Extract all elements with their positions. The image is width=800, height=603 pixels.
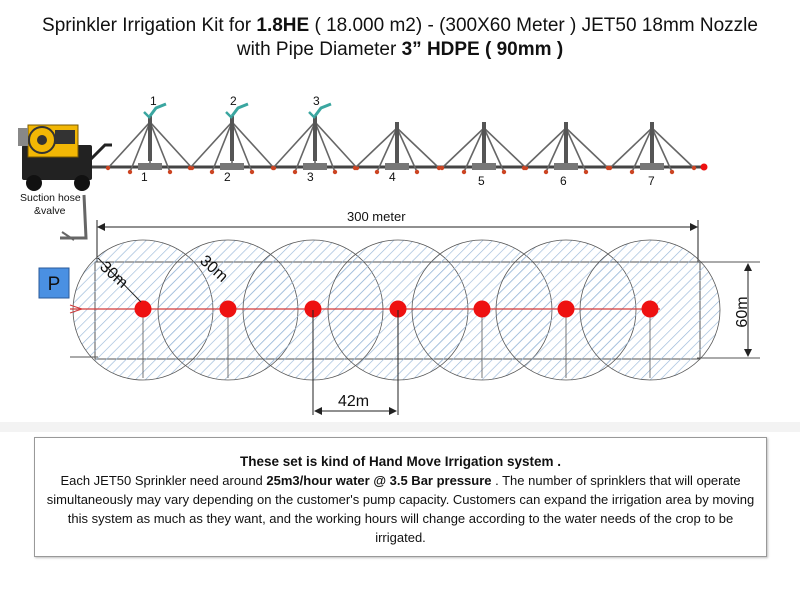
sprinkler-tower-icon-7 (607, 122, 697, 175)
bottom-number-6: 6 (560, 174, 567, 188)
title-line-2: with Pipe Diameter 3” HDPE ( 90mm ) (236, 39, 564, 60)
sprinkler-tower-icon-5 (439, 122, 529, 175)
bottom-number-4: 4 (389, 170, 396, 184)
top-number-1: 1 (150, 94, 157, 108)
top-number-3: 3 (313, 94, 320, 108)
pump-marker (38, 267, 70, 299)
sprinkler-dot-3 (304, 300, 322, 318)
sprinkler-tower-icon-3 (270, 102, 360, 175)
description-box: These set is kind of Hand Move Irrigatio… (34, 437, 767, 557)
sprinkler-dot-6 (557, 300, 575, 318)
title-line-1: Sprinkler Irrigation Kit for 1.8HE ( 18.… (42, 15, 758, 36)
sprinkler-tower-icon-2 (187, 102, 277, 175)
sprinkler-dot-5 (473, 300, 491, 318)
bottom-number-7: 7 (648, 174, 655, 188)
length-label: 300 meter (347, 209, 406, 224)
sprinkler-tower-icon-4 (352, 122, 442, 175)
spacing-label: 42m (338, 393, 369, 410)
irrigation-diagram: Suction hose &valve 1 2 3 1 2 3 4 5 6 7 … (18, 94, 760, 415)
bottom-number-1: 1 (141, 170, 148, 184)
pump-label-line1: Suction hose (20, 192, 81, 204)
description-heading: These set is kind of Hand Move Irrigatio… (239, 454, 562, 469)
radius-line-1 (97, 257, 142, 303)
pipe-end-cap (700, 163, 708, 171)
pump-machine-icon (18, 124, 112, 191)
pump-marker-label: P (48, 274, 61, 295)
sprinkler-tower-icon-1 (105, 102, 195, 175)
bottom-number-3: 3 (307, 170, 314, 184)
sprinkler-dot-7 (641, 300, 659, 318)
sprinkler-tower-icon-6 (521, 122, 611, 175)
description-text: Each JET50 Sprinkler need around 25m3/ho… (46, 473, 755, 545)
flow-arrow-icon (69, 304, 84, 314)
top-number-2: 2 (230, 94, 237, 108)
sprinkler-dot-4 (389, 300, 407, 318)
width-label: 60m (734, 296, 751, 327)
sprinkler-dot-2 (219, 300, 237, 318)
pump-label-line2: &valve (34, 205, 66, 217)
bottom-number-5: 5 (478, 174, 485, 188)
separator-band (0, 422, 800, 432)
bottom-number-2: 2 (224, 170, 231, 184)
suction-hose-icon (60, 194, 88, 241)
sprinkler-dot-1 (134, 300, 152, 318)
